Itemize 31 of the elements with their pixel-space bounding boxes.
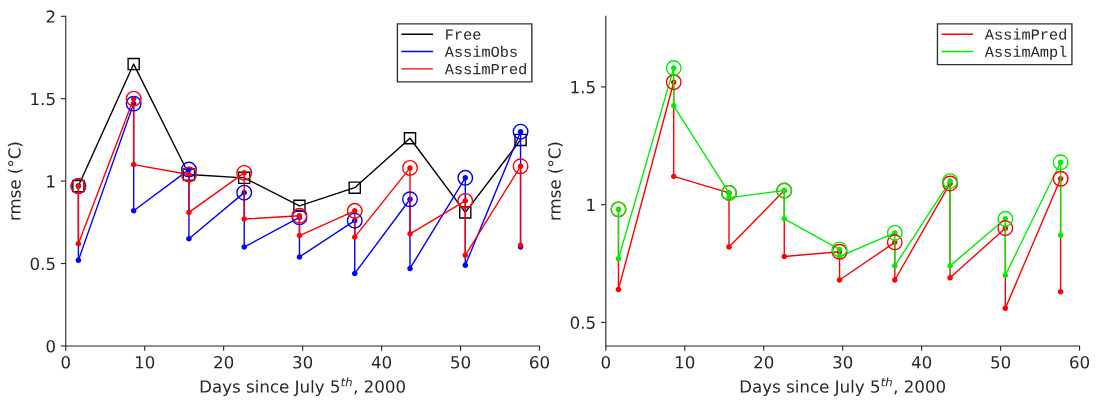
x-tick-label: 0 <box>61 355 70 369</box>
y-tick-label: 1.5 <box>31 92 55 106</box>
x-tick-label: 30 <box>293 355 313 369</box>
x-tick-label: 20 <box>754 355 774 369</box>
y-axis-title: rmse (°C) <box>547 142 563 220</box>
y-tick-label: 0 <box>46 339 55 353</box>
x-tick-label: 30 <box>833 355 853 369</box>
legend-label: Free <box>446 29 481 40</box>
y-tick-label: 2 <box>46 10 55 23</box>
y-axis-title: rmse (°C) <box>7 142 23 220</box>
y-tick-label: 1 <box>587 198 595 211</box>
x-tick-label: 20 <box>214 355 234 369</box>
y-tick-label: 1.5 <box>571 81 595 94</box>
x-tick-label: 60 <box>530 355 549 369</box>
x-tick-label: 50 <box>991 355 1011 369</box>
x-tick-label: 10 <box>676 355 695 369</box>
x-tick-label: 10 <box>135 355 155 369</box>
y-tick-label: 0.5 <box>570 316 595 329</box>
legend-label: AssimAmpl <box>984 45 1067 61</box>
x-tick-label: 50 <box>451 355 471 369</box>
legend-label: AssimPred <box>984 28 1066 40</box>
x-axis-title: Days since July 5$^{th}$, 2000 <box>740 377 946 397</box>
x-tick-label: 60 <box>1070 355 1090 369</box>
x-axis-title: Days since July 5$^{th}$, 2000 <box>200 377 405 397</box>
x-tick-label: 40 <box>371 355 392 369</box>
legend-label: AssimPred <box>444 63 526 75</box>
legend-label: AssimObs <box>444 45 517 58</box>
y-tick-label: 1 <box>47 175 55 188</box>
y-tick-label: 0.5 <box>30 257 55 271</box>
x-tick-label: 40 <box>911 355 932 369</box>
x-tick-label: 0 <box>601 355 611 369</box>
